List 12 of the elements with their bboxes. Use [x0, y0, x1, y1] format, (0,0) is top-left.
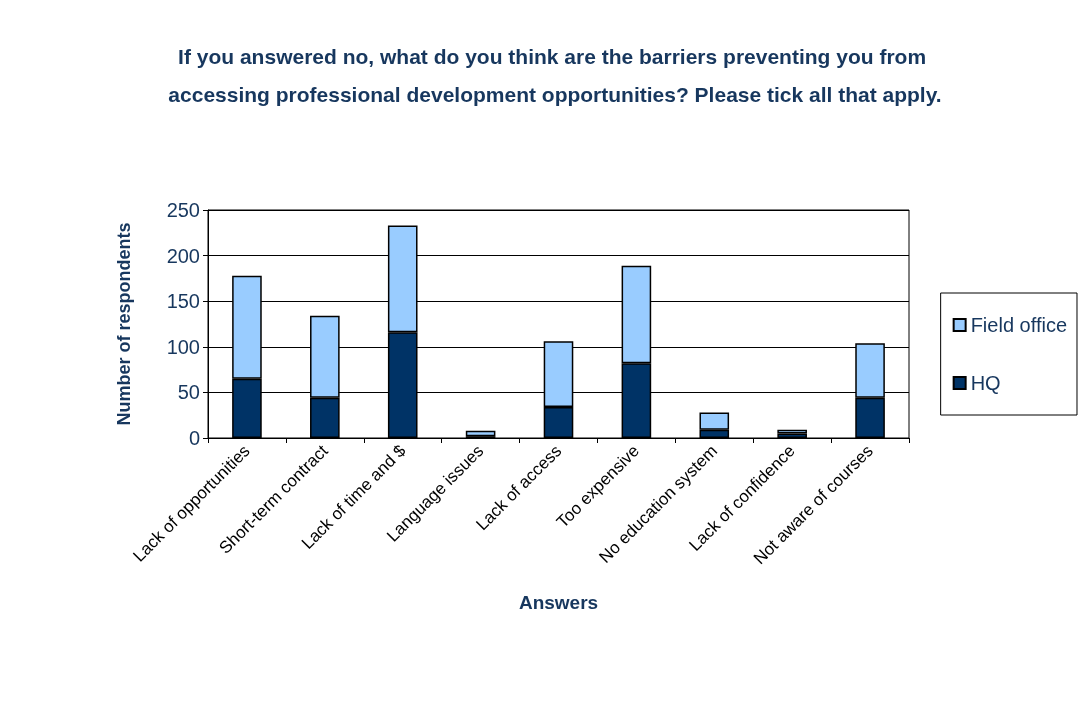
chart-title: If you answered no, what do you think are the barriers preventing you from accessing professional development opportunities? Please tick all that apply.	[168, 44, 942, 106]
y-tick-label: 50	[177, 381, 200, 404]
y-axis-title: Number of respondents	[114, 222, 134, 426]
legend-label: Field office	[970, 314, 1068, 336]
y-tick-label: 150	[166, 290, 200, 313]
y-tick-label: 100	[166, 335, 200, 358]
y-tick-label: 0	[188, 427, 200, 449]
y-tick-label: 250	[166, 199, 200, 221]
legend-label: HQ	[970, 372, 1001, 394]
x-axis-title: Answers	[518, 592, 599, 613]
y-tick-label: 200	[166, 244, 200, 267]
bar	[465, 430, 496, 437]
